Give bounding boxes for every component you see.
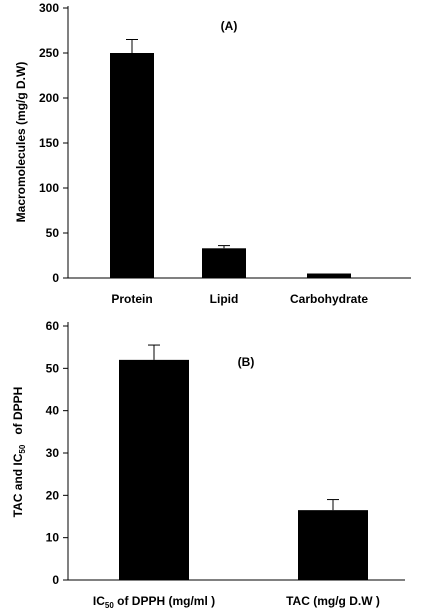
panel-a-error-bar <box>126 39 138 53</box>
panel-b-error-bar <box>148 344 160 360</box>
panel-a-label: (A) <box>221 19 238 33</box>
panel-a-y-tick-label: 200 <box>39 91 59 105</box>
panel-a-bar <box>110 53 154 278</box>
panel-a-y-axis-label: Macromolecules (mg/g D.W) <box>14 62 28 223</box>
panel-a-error-bar <box>218 245 230 249</box>
panel-a-y-tick-label: 100 <box>39 181 59 195</box>
panel-a-y-tick-label: 300 <box>39 1 59 15</box>
panel-b-bar <box>298 510 368 580</box>
panel-a-y-tick-label: 0 <box>52 271 59 285</box>
panel-b-y-tick-label: 20 <box>46 488 60 502</box>
panel-a-y-tick-label: 50 <box>46 226 60 240</box>
panel-b-x-tick-label: TAC (mg/g D.W ) <box>286 594 380 608</box>
panel-b-y-tick-label: 0 <box>52 573 59 587</box>
panel-a-y-tick-label: 150 <box>39 136 59 150</box>
panel-b-y-tick-label: 50 <box>46 361 60 375</box>
panel-b-error-bar <box>327 499 339 511</box>
panel-b-x-tick-label: IC50 of DPPH (mg/ml ) <box>93 594 215 610</box>
panel-b-y-tick-label: 10 <box>46 531 60 545</box>
panel-a-x-tick-labels: Protein Lipid Carbohydrate <box>111 292 368 306</box>
panel-b-y-axis-label: TAC and IC50 of DPPH <box>11 387 27 518</box>
panel-b-y-ticks: 0 10 20 30 40 50 60 <box>46 319 68 587</box>
panel-a-chart: (A) Macromolecules (mg/g D.W) 0 50 100 150 2… <box>14 1 411 306</box>
panel-a-y-tick-label: 250 <box>39 46 59 60</box>
panel-a-x-tick-label: Protein <box>111 292 152 306</box>
panel-b-y-tick-label: 60 <box>46 319 60 333</box>
panel-b-x-tick-labels: IC50 of DPPH (mg/ml ) TAC (mg/g D.W ) <box>93 594 380 610</box>
panel-a-bar <box>202 248 246 278</box>
panel-b-bar <box>119 359 189 580</box>
panel-b-label: (B) <box>238 355 255 369</box>
panel-b-y-axis-label-sub: 50 <box>18 444 27 453</box>
panel-b-y-axis-label-post: of DPPH <box>11 387 25 445</box>
panel-a-y-ticks: 0 50 100 150 200 250 300 <box>39 1 68 285</box>
panel-a-x-tick-label: Lipid <box>210 292 239 306</box>
panel-a-bar <box>307 273 351 278</box>
panel-b-y-axis-label-pre: TAC and IC <box>11 453 25 517</box>
panel-b-bars <box>119 344 368 580</box>
panel-b-y-tick-label: 30 <box>46 446 60 460</box>
panel-b-y-tick-label: 40 <box>46 404 60 418</box>
panel-a-x-tick-label: Carbohydrate <box>290 292 368 306</box>
panel-a-bars <box>110 39 351 278</box>
